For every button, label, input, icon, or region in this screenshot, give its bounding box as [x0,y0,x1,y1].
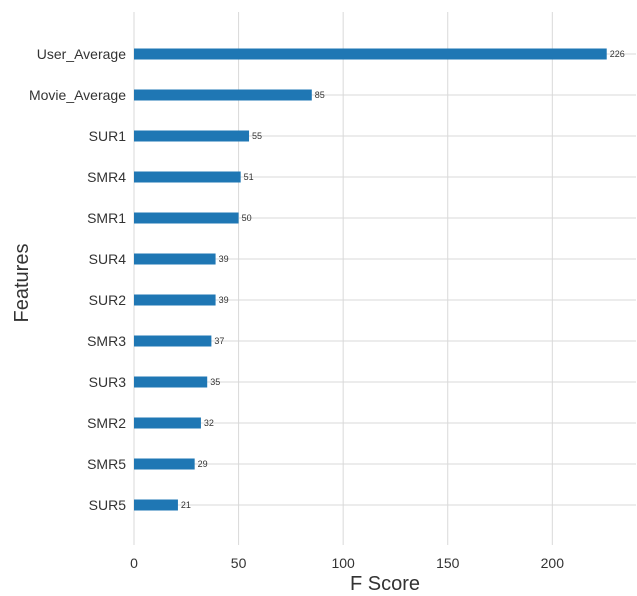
bar-value-label: 51 [244,172,254,182]
bar-value-label: 39 [219,295,229,305]
bar-value-label: 21 [181,500,191,510]
y-axis-title: Features [11,244,33,323]
bar [134,458,195,470]
x-tick-labels: 0 50 100 150 200 [130,555,564,571]
bar [134,417,201,429]
y-tick-label: SUR1 [89,128,127,144]
x-tick-label: 200 [541,555,565,571]
bar [134,130,250,142]
bar-value-label: 32 [204,418,214,428]
bar-value-label: 29 [198,459,208,469]
bar [134,376,208,388]
y-gridlines [134,53,636,506]
y-tick-label: SUR4 [89,251,127,267]
bar-value-label: 39 [219,254,229,264]
bars [134,48,607,511]
y-tick-label: SUR3 [89,374,127,390]
bar-value-label: 50 [242,213,252,223]
y-tick-label: SMR5 [87,456,126,472]
x-gridlines [133,12,553,545]
x-tick-label: 0 [130,555,138,571]
y-tick-label: SMR4 [87,169,126,185]
bar [134,48,607,60]
bar [134,253,216,265]
y-tick-labels: User_Average Movie_Average SUR1 SMR4 SMR1 SUR… [29,46,126,513]
y-tick-label: User_Average [37,46,126,62]
data-labels: 226 85 55 51 50 39 39 37 35 32 29 21 [181,49,625,510]
y-tick-label: SUR5 [89,497,127,513]
y-tick-label: SMR3 [87,333,126,349]
bar-value-label: 55 [252,131,262,141]
y-tick-label: Movie_Average [29,87,126,103]
x-tick-label: 150 [436,555,460,571]
bar [134,499,178,511]
bar-value-label: 85 [315,90,325,100]
bar-value-label: 35 [210,377,220,387]
bar [134,294,216,306]
bar-value-label: 226 [610,49,625,59]
x-axis-title: F Score [350,573,420,595]
x-tick-label: 50 [231,555,247,571]
bar [134,335,212,347]
bar-value-label: 37 [214,336,224,346]
bar [134,89,312,101]
y-tick-label: SMR2 [87,415,126,431]
bar [134,212,239,224]
bar [134,171,241,183]
y-tick-label: SUR2 [89,292,127,308]
x-tick-label: 100 [331,555,355,571]
y-tick-label: SMR1 [87,210,126,226]
